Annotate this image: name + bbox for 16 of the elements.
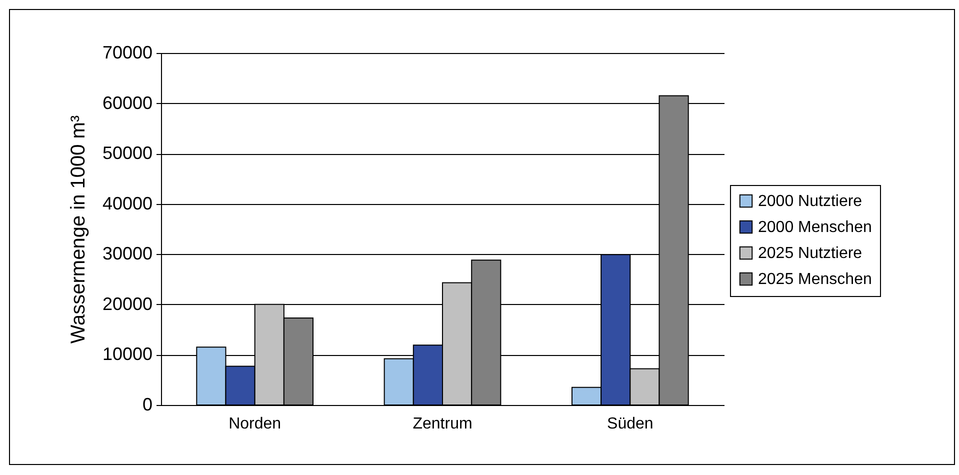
legend-label: 2000 Nutztiere [758, 193, 862, 210]
legend-label: 2025 Nutztiere [758, 245, 862, 262]
y-tick-label: 30000 [102, 244, 152, 264]
y-tick-label: 60000 [102, 92, 152, 113]
x-tick-label: Norden [228, 416, 282, 432]
legend-label: 2000 Menschen [758, 219, 872, 236]
y-tick-label: 20000 [102, 294, 152, 314]
y-tick-label: 0 [142, 394, 152, 414]
legend-label: 2025 Menschen [758, 271, 872, 288]
y-tick-label: 50000 [102, 143, 152, 164]
x-tick-label: Süden [607, 416, 654, 432]
y-tick-label: 10000 [102, 344, 152, 364]
x-tick-label: Zentrum [412, 416, 472, 432]
y-axis-title: Wassermenge in 1000 m³ [67, 115, 90, 344]
y-tick-label: 70000 [102, 42, 152, 62]
y-tick-label: 40000 [102, 193, 152, 214]
